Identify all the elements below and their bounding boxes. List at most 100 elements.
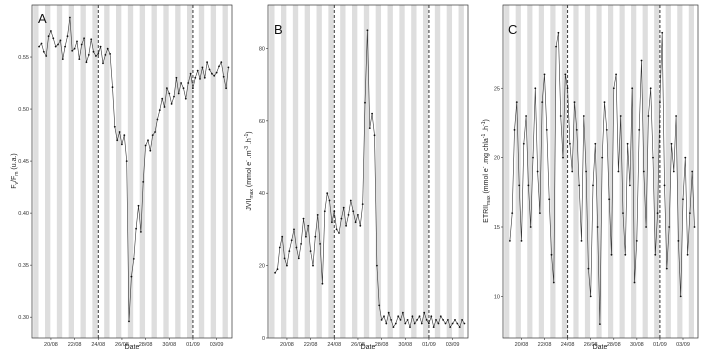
data-point (342, 206, 345, 209)
x-tick-label: 30/08 (162, 342, 176, 348)
data-point (661, 31, 664, 34)
data-point (135, 227, 138, 230)
night-band (375, 5, 382, 338)
data-point (647, 115, 650, 117)
data-point (449, 326, 452, 328)
data-point (99, 45, 102, 48)
data-point (326, 192, 329, 195)
data-point (319, 243, 321, 245)
y-title-c-sup3: -1 (481, 121, 487, 126)
y-tick-label: 0.30 (18, 315, 29, 321)
data-point (416, 319, 418, 321)
night-band (163, 5, 169, 338)
data-point (456, 322, 459, 325)
data-point (173, 95, 175, 98)
night-band (234, 5, 239, 338)
y-title-b-sup1: - (244, 160, 250, 162)
night-band (151, 5, 157, 338)
data-point (189, 72, 192, 75)
data-point (90, 38, 93, 41)
x-tick-label: 20/08 (280, 342, 294, 348)
data-point (196, 69, 199, 72)
night-band (654, 5, 660, 338)
night-shading-c (504, 5, 694, 338)
data-point (283, 257, 286, 260)
x-tick-label: 01/09 (653, 342, 667, 348)
panel-letter-c: C (508, 22, 517, 37)
night-band (304, 5, 311, 338)
data-point (394, 322, 397, 325)
data-point (430, 315, 433, 318)
data-point (587, 267, 590, 270)
data-point (45, 55, 48, 57)
data-point (545, 129, 548, 131)
night-band (642, 5, 648, 338)
data-point (333, 210, 336, 213)
night-band (527, 5, 533, 338)
y-tick-label: 0.45 (18, 159, 29, 165)
data-point (539, 212, 541, 215)
data-point (555, 45, 557, 48)
data-point (638, 129, 641, 131)
y-title-b-sub1: max (249, 189, 255, 199)
y-tick-label: 25 (494, 86, 500, 92)
night-band (175, 5, 181, 338)
night-band (316, 5, 322, 338)
data-point (278, 246, 281, 249)
y-axis-c: 10 15 20 25 (494, 86, 503, 300)
data-point (359, 224, 362, 227)
data-point (187, 82, 190, 84)
y-title-c-main: ETRII (483, 205, 490, 223)
x-tick-label: 30/08 (630, 342, 644, 348)
data-point (154, 131, 157, 133)
data-point (404, 322, 407, 325)
data-point (645, 226, 647, 228)
data-point (52, 37, 55, 40)
x-tick-label: 24/08 (561, 342, 575, 348)
data-point (125, 160, 128, 163)
data-point (402, 311, 404, 314)
data-point (409, 326, 411, 328)
data-point (649, 87, 652, 90)
data-point (307, 224, 310, 227)
data-point (227, 66, 230, 69)
night-band (550, 5, 556, 338)
data-point (454, 319, 456, 321)
data-point (349, 199, 352, 202)
data-point (281, 235, 284, 238)
data-point (111, 86, 114, 89)
data-point (113, 125, 116, 128)
data-point (670, 142, 673, 145)
data-point (675, 115, 677, 117)
data-point (677, 240, 680, 242)
data-point (635, 240, 638, 242)
data-point (432, 326, 435, 328)
data-point (605, 129, 608, 131)
data-point (559, 115, 562, 117)
data-point (305, 235, 307, 238)
data-point (652, 156, 654, 159)
night-band (127, 5, 134, 338)
x-tick-label: 28/08 (375, 342, 389, 348)
data-point (451, 322, 454, 325)
data-point (83, 37, 85, 40)
data-point (220, 61, 223, 64)
data-point (61, 58, 64, 60)
data-point (589, 295, 592, 298)
event-lines-a (97, 5, 194, 338)
plot-frame-a (31, 4, 233, 339)
data-point (95, 55, 97, 57)
x-tick-label: 26/08 (584, 342, 598, 348)
data-point (38, 45, 40, 48)
data-point (654, 253, 657, 256)
x-axis-a: 20/08 22/08 24/08 26/08 28/08 30/08 01/09 03/09 (44, 338, 223, 348)
data-point (203, 76, 206, 79)
x-tick-label: 03/09 (446, 342, 460, 348)
y-tick-label: 40 (259, 191, 265, 197)
series-b (274, 29, 466, 329)
data-point (222, 75, 225, 78)
data-point (59, 39, 62, 42)
data-point (347, 214, 350, 216)
panel-b: 0 20 40 60 80 20/08 22/08 24/08 26/08 28/08 30/08… (244, 4, 469, 351)
plot-frame-c (502, 4, 699, 339)
